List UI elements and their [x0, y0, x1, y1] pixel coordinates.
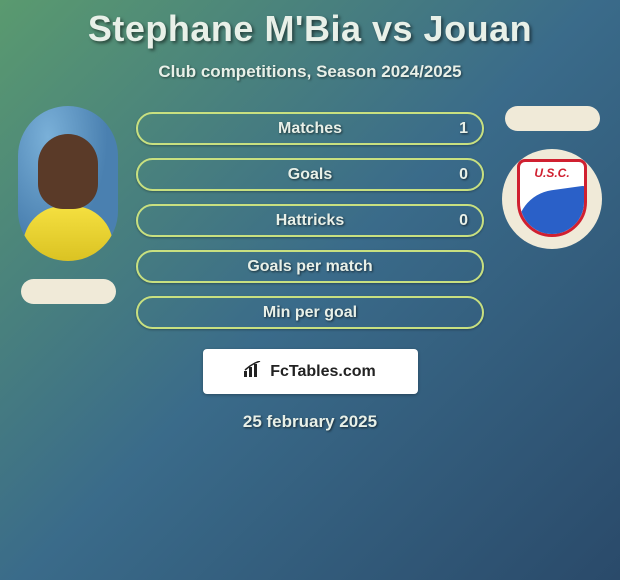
stat-row-matches: Matches 1 [136, 112, 484, 145]
date-text: 25 february 2025 [0, 412, 620, 432]
stat-label: Goals [138, 166, 482, 184]
stat-row-gpm: Goals per match [136, 250, 484, 283]
player-left-avatar [18, 106, 118, 261]
stat-label: Goals per match [138, 258, 482, 276]
player-right-club-badge: U.S.C. [502, 149, 602, 249]
source-text: FcTables.com [270, 363, 376, 381]
comparison-content: Matches 1 Goals 0 Hattricks 0 Goals per … [0, 112, 620, 329]
stat-label: Min per goal [138, 304, 482, 322]
player-left-col [8, 112, 128, 304]
stat-right-value: 0 [459, 212, 468, 230]
stat-right-value: 0 [459, 166, 468, 184]
stat-right-value: 1 [459, 120, 468, 138]
player-left-club-badge [21, 279, 116, 304]
source-badge: FcTables.com [203, 349, 418, 394]
stat-label: Matches [138, 120, 482, 138]
page-title: Stephane M'Bia vs Jouan [0, 0, 620, 50]
stat-row-mpg: Min per goal [136, 296, 484, 329]
subtitle: Club competitions, Season 2024/2025 [0, 62, 620, 82]
player-right-avatar-placeholder [505, 106, 600, 131]
chart-icon [244, 361, 264, 382]
crest-text: U.S.C. [520, 166, 584, 180]
player-right-col: U.S.C. [492, 112, 612, 249]
stat-label: Hattricks [138, 212, 482, 230]
stat-row-goals: Goals 0 [136, 158, 484, 191]
stats-col: Matches 1 Goals 0 Hattricks 0 Goals per … [128, 112, 492, 329]
stat-row-hattricks: Hattricks 0 [136, 204, 484, 237]
crest-icon: U.S.C. [517, 159, 587, 239]
